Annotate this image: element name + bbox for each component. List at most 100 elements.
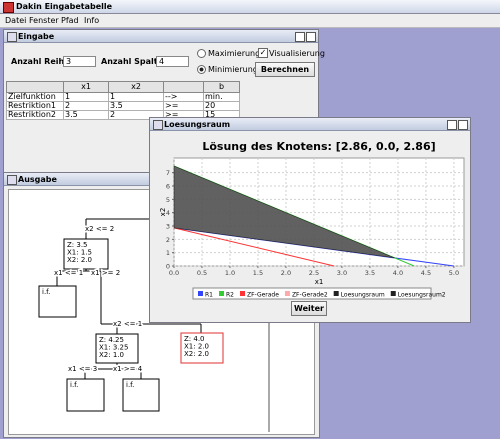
checkbox[interactable]: ✓ [258,48,268,58]
menu-item[interactable]: Info [84,16,100,25]
tree-node [66,378,105,412]
legend-swatch [219,291,224,296]
y-tick-label: 1 [166,249,170,257]
header-cell [6,81,64,93]
window-title: Dakin Eingabetabelle [16,2,113,11]
x-tick-label: 4.0 [393,269,403,277]
x-tick-label: 4.5 [421,269,431,277]
menu-item[interactable]: Fenster [29,16,59,25]
cell[interactable]: min. [203,92,240,102]
maximize-button[interactable] [447,120,457,130]
frame-title: Eingabe [18,32,55,41]
frame-icon [153,120,163,130]
frame-title-bar: Eingabe [4,30,318,43]
legend-label: R2 [226,292,234,299]
y-tick-label: 5 [166,196,170,204]
node-text: X2: 1.0 [99,351,124,359]
node-text: i.f. [126,381,134,389]
node-text: i.f. [42,288,50,296]
loesungsraum-frame: Loesungsraum Lösung des Knotens: [2.86, … [149,117,471,323]
header-cell: x1 [63,81,109,93]
line [173,227,335,267]
frame-icon [7,32,17,42]
legend-box [192,287,432,300]
cols-input[interactable]: 4 [156,56,189,67]
header-cell: b [203,81,240,93]
node-text: X1: 1.5 [67,249,92,257]
label: Anzahl Reihen: [11,57,79,66]
legend-label: R1 [205,292,213,299]
cell[interactable]: 1 [108,92,164,102]
y-tick-label: 2 [166,236,170,244]
node-text: Z: 4.0 [184,335,205,343]
berechnen-button[interactable]: Berechnen [255,62,315,77]
radio-min[interactable] [197,65,206,74]
x-tick-label: 2.0 [281,269,291,277]
frame-title: Loesungsraum [164,120,231,129]
cell[interactable]: --> [163,92,204,102]
edge-label: x1 >= 2 [91,269,120,277]
x-tick-label: 5.0 [449,269,459,277]
close-button[interactable] [458,120,468,130]
legend-swatch [198,291,203,296]
weiter-button[interactable]: Weiter [291,301,327,316]
node-text: X2: 2.0 [184,350,209,358]
header-cell [163,81,204,93]
x-tick-label: 2.5 [309,269,319,277]
legend-label: Loesungsraum2 [398,292,446,299]
close-button[interactable] [306,32,316,42]
x-tick-label: 3.5 [365,269,375,277]
y-tick-label: 6 [166,183,170,191]
y-tick-label: 4 [166,209,170,217]
x-tick-label: 0.0 [169,269,179,277]
rows-input[interactable]: 3 [63,56,96,67]
header-cell: x2 [108,81,164,93]
checkbox-label: Visualisierung [269,49,325,58]
cell[interactable]: 2 [63,101,109,111]
legend-label: ZF-Gerade2 [292,292,328,299]
node-text: Z: 3.5 [67,241,88,249]
legend-swatch [284,291,290,296]
window-title-bar: Dakin Eingabetabelle [0,0,500,14]
radio-max[interactable] [197,49,206,58]
y-tick-label: 7 [166,169,170,177]
x-tick-label: 0.5 [197,269,207,277]
cell[interactable]: Zielfunktion [6,92,64,102]
x-tick-label: 3.0 [337,269,347,277]
menu-item[interactable]: Pfad [61,16,79,25]
cell[interactable]: 3.5 [63,110,109,120]
input-table: x1 x2 b Zielfunktion 1 1 --> min. Restriktion1… [6,81,240,120]
frame-icon [7,175,17,185]
cell[interactable]: >= [163,101,204,111]
edge-label: x2 <= 1 [113,320,142,328]
maximize-button[interactable] [295,32,305,42]
chart: Lösung des Knotens: [2.86, 0.0, 2.86] 0.0… [159,140,465,300]
cell[interactable]: 1 [63,92,109,102]
radio-label: Minimierung [208,65,258,74]
app-icon [3,2,14,13]
label: Anzahl Spalten: [101,57,172,66]
menu-item[interactable]: Datei [5,16,27,25]
node-text: X2: 2.0 [67,256,92,264]
tree-node [95,333,139,364]
cell[interactable]: 3.5 [108,101,164,111]
frame-title-bar: Loesungsraum [150,118,470,131]
radio-label: Maximierung [208,49,261,58]
legend-swatch [333,291,339,296]
chart-title: Lösung des Knotens: [2.86, 0.0, 2.86] [202,140,435,153]
cell[interactable]: 20 [203,101,240,111]
node-text: X1: 3.25 [99,344,128,352]
area [173,165,395,259]
menu-bar: Datei Fenster Pfad Info [0,14,500,28]
cell[interactable]: Restriktion1 [6,101,64,111]
legend-label: ZF-Gerade [247,292,279,299]
x-axis-label: x1 [315,278,324,286]
y-tick-label: 3 [166,223,170,231]
cell[interactable]: Restriktion2 [6,110,64,120]
legend-swatch [390,291,396,296]
frame-title: Ausgabe [18,175,57,184]
x-tick-label: 1.0 [225,269,235,277]
legend-swatch [240,291,245,296]
